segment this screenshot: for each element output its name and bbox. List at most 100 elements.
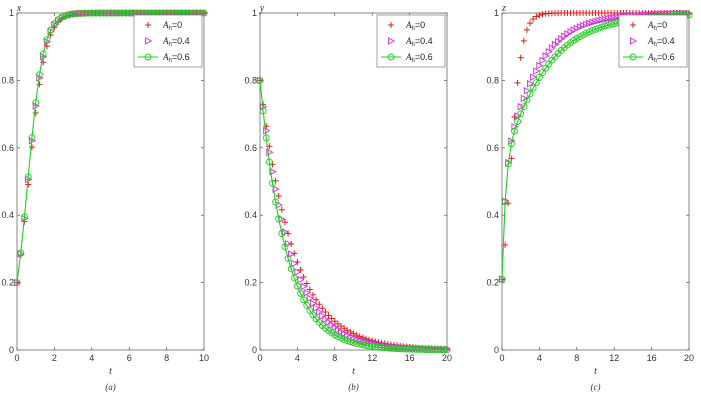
panel-caption: (b) — [348, 382, 359, 392]
data-point — [533, 13, 540, 20]
legend-label: Ah=0.4 — [647, 36, 675, 48]
data-point — [263, 126, 271, 135]
data-point — [294, 268, 302, 276]
data-point — [601, 22, 609, 30]
data-point — [501, 198, 509, 206]
data-point — [287, 265, 295, 273]
legend-label: Ah=0.6 — [647, 52, 675, 64]
data-point — [297, 289, 304, 297]
data-point — [275, 193, 282, 200]
data-point — [36, 81, 43, 88]
data-point — [517, 54, 524, 61]
legend-label: Ah=0 — [405, 20, 425, 32]
x-tick-label: 10 — [199, 353, 209, 363]
data-point — [511, 113, 518, 120]
series-3 — [256, 76, 451, 354]
data-point — [290, 274, 298, 282]
data-point — [84, 9, 92, 17]
y-tick-label: 0.8 — [244, 75, 257, 85]
data-point — [337, 334, 345, 342]
data-point — [65, 11, 73, 19]
legend-label: Ah=0.6 — [162, 52, 190, 64]
legend-label: Ah=0 — [162, 20, 182, 32]
y-tick-label: 0.6 — [1, 143, 14, 153]
data-point — [520, 37, 527, 44]
data-point — [322, 309, 329, 316]
data-point — [39, 50, 47, 58]
data-point — [309, 291, 316, 298]
x-tick-label: 6 — [127, 353, 132, 363]
data-point — [303, 289, 311, 297]
data-point — [300, 296, 308, 304]
x-tick-label: 12 — [609, 353, 619, 363]
data-point — [272, 198, 280, 206]
data-point — [507, 140, 515, 148]
data-point — [440, 346, 448, 354]
chart-panel-3: 00.20.40.60.810 4 8 12 16 20zt(c)Ah=0Ah=0.4Ah… — [486, 3, 694, 392]
x-tick-label: 0 — [499, 353, 504, 363]
plot-area — [16, 12, 205, 351]
data-point — [293, 282, 301, 290]
data-point — [334, 333, 342, 341]
data-point — [350, 330, 357, 337]
x-tick-label: 4 — [295, 353, 300, 363]
y-tick-label: 0.4 — [486, 210, 499, 220]
data-point — [319, 305, 326, 312]
data-point — [585, 28, 593, 36]
legend-marker — [145, 22, 151, 28]
data-point — [300, 282, 308, 291]
data-point — [536, 12, 543, 19]
data-point — [284, 254, 292, 262]
panel-caption: (c) — [591, 382, 601, 392]
data-point — [92, 9, 99, 17]
data-point — [582, 29, 590, 37]
data-point — [526, 90, 534, 98]
data-point — [297, 275, 305, 284]
data-point — [340, 335, 348, 343]
x-tick-label: 16 — [647, 353, 657, 363]
data-point — [356, 340, 364, 348]
data-point — [527, 20, 534, 27]
data-point — [125, 9, 133, 17]
data-point — [262, 134, 270, 142]
data-point — [122, 9, 129, 17]
data-point — [259, 107, 267, 115]
data-point — [604, 21, 612, 29]
data-point — [99, 9, 107, 17]
data-point — [24, 173, 32, 181]
data-point — [334, 320, 341, 327]
x-tick-label: 20 — [684, 353, 694, 363]
y-tick-label: 0.2 — [486, 278, 499, 288]
data-point — [588, 27, 596, 34]
x-tick-label: 20 — [442, 353, 452, 363]
x-tick-label: 8 — [332, 353, 337, 363]
legend-marker — [387, 37, 396, 45]
data-point — [328, 315, 335, 322]
data-point — [88, 9, 96, 17]
data-point — [35, 71, 43, 79]
data-point — [592, 25, 599, 33]
data-point — [269, 167, 277, 176]
data-point — [331, 318, 338, 325]
panel-caption: (a) — [105, 382, 116, 392]
data-point — [514, 118, 522, 126]
data-point — [32, 109, 39, 116]
legend-marker — [629, 37, 638, 45]
legend-label: Ah=0.4 — [405, 36, 433, 48]
legend-label: Ah=0.6 — [405, 52, 433, 64]
data-point — [114, 9, 122, 17]
plot-area — [501, 12, 690, 351]
y-axis-label: z — [501, 3, 506, 14]
x-axis-label: t — [594, 366, 597, 377]
y-tick-label: 0.4 — [1, 210, 14, 220]
y-tick-label: 0 — [9, 345, 14, 355]
y-tick-label: 0.2 — [1, 278, 14, 288]
data-point — [118, 9, 126, 17]
series-3 — [13, 9, 208, 287]
data-point — [17, 249, 25, 257]
data-point — [300, 274, 307, 281]
data-point — [504, 160, 512, 168]
data-point — [498, 275, 506, 283]
legend: Ah=0 Ah=0.4 Ah=0.6 — [376, 14, 446, 68]
y-axis-label: y — [259, 3, 265, 14]
